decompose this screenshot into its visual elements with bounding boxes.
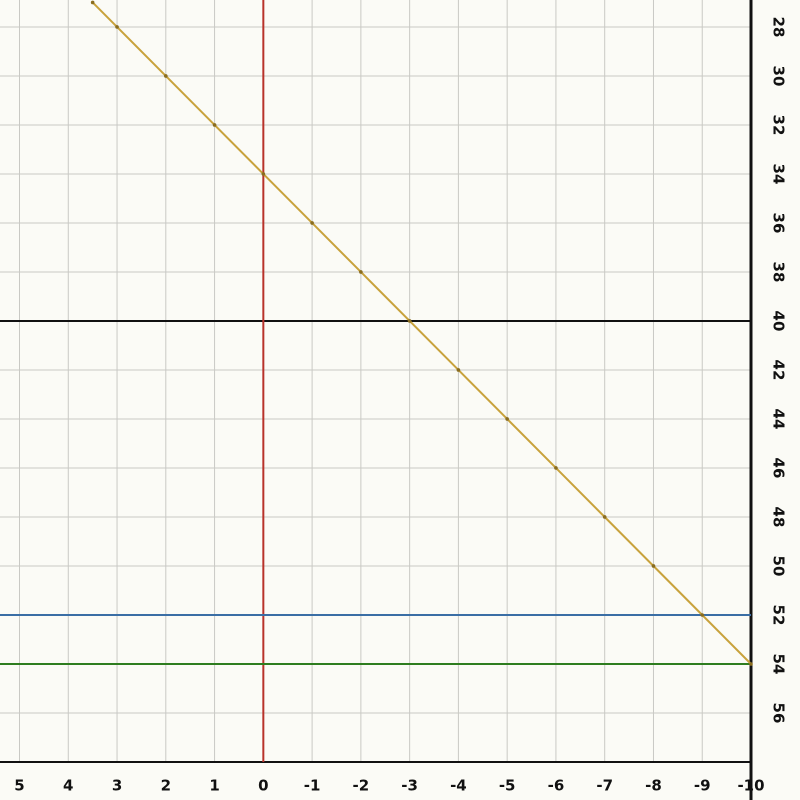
x-tick-label: -4 [450,777,467,795]
y-tick-label: 44 [770,409,788,430]
x-tick-label: 3 [112,777,122,795]
data-point [456,368,461,372]
y-tick-label: 54 [770,654,788,675]
y-tick-label: 42 [770,360,788,381]
y-tick-label: 52 [770,605,788,626]
x-tick-label: -5 [499,777,516,795]
x-tick-label: 1 [209,777,219,795]
x-tick-label: -1 [304,777,321,795]
y-tick-label: 38 [770,262,788,283]
x-tick-label: -7 [596,777,613,795]
data-point [407,319,412,323]
x-tick-label: -8 [645,777,662,795]
y-tick-label: 46 [770,458,788,479]
y-tick-label: 32 [770,115,788,136]
x-tick-label: -3 [401,777,418,795]
x-tick-label: -2 [353,777,370,795]
y-tick-label: 30 [770,66,788,87]
data-point [90,0,95,5]
y-tick-label: 50 [770,556,788,577]
x-tick-label: 4 [63,777,73,795]
x-tick-label: 5 [14,777,24,795]
x-tick-label: -6 [548,777,565,795]
data-point [700,613,705,617]
y-tick-label: 36 [770,213,788,234]
x-tick-label: 0 [258,777,268,795]
data-point [115,25,119,29]
y-tick-label: 34 [770,164,788,185]
y-tick-label: 48 [770,507,788,528]
data-point [505,417,509,421]
data-point [310,221,314,225]
data-point [164,74,168,78]
data-point [261,172,266,176]
y-tick-label: 56 [770,703,788,724]
data-point [749,662,753,666]
data-point [554,466,558,470]
data-point [359,270,363,274]
y-tick-label: 28 [770,17,788,38]
data-point [602,515,607,519]
y-tick-label: 40 [770,311,788,332]
x-tick-label: -9 [694,777,711,795]
data-point [212,123,217,127]
x-tick-label: 2 [161,777,171,795]
data-point [651,564,656,568]
